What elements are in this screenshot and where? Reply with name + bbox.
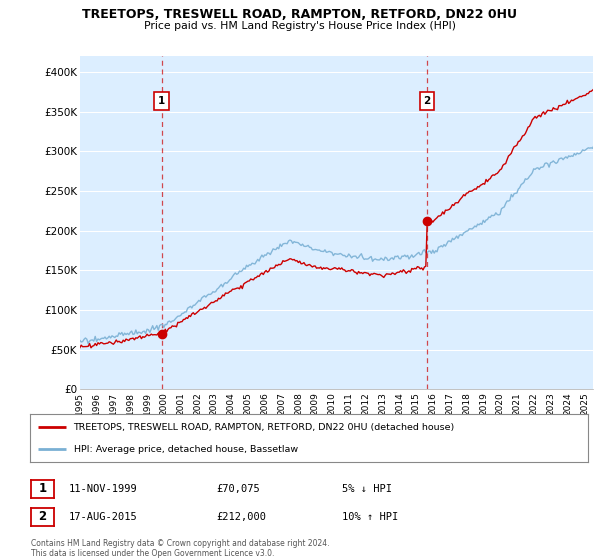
Text: £70,075: £70,075 [216, 484, 260, 494]
Text: 1: 1 [158, 96, 166, 106]
Text: 5% ↓ HPI: 5% ↓ HPI [342, 484, 392, 494]
Text: Contains HM Land Registry data © Crown copyright and database right 2024.
This d: Contains HM Land Registry data © Crown c… [31, 539, 330, 558]
Text: 17-AUG-2015: 17-AUG-2015 [69, 512, 138, 522]
Text: £212,000: £212,000 [216, 512, 266, 522]
Text: 1: 1 [38, 482, 47, 496]
Text: 2: 2 [38, 510, 47, 524]
Text: 11-NOV-1999: 11-NOV-1999 [69, 484, 138, 494]
Text: HPI: Average price, detached house, Bassetlaw: HPI: Average price, detached house, Bass… [74, 445, 298, 454]
Text: TREETOPS, TRESWELL ROAD, RAMPTON, RETFORD, DN22 0HU: TREETOPS, TRESWELL ROAD, RAMPTON, RETFOR… [83, 8, 517, 21]
Text: 10% ↑ HPI: 10% ↑ HPI [342, 512, 398, 522]
Text: 2: 2 [423, 96, 430, 106]
Text: TREETOPS, TRESWELL ROAD, RAMPTON, RETFORD, DN22 0HU (detached house): TREETOPS, TRESWELL ROAD, RAMPTON, RETFOR… [74, 423, 455, 432]
Text: Price paid vs. HM Land Registry's House Price Index (HPI): Price paid vs. HM Land Registry's House … [144, 21, 456, 31]
